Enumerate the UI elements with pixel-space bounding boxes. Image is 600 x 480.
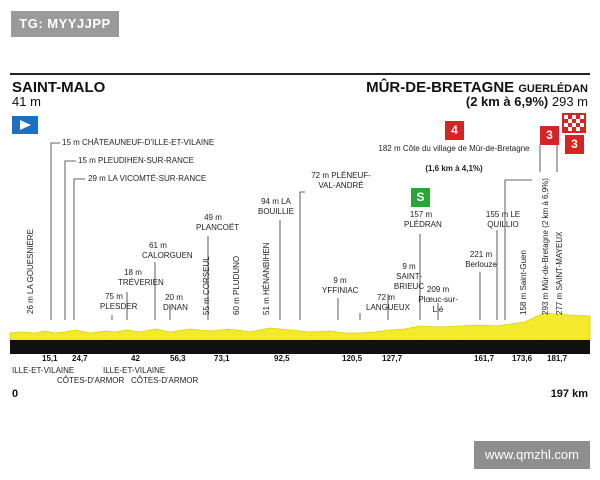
sprint-icon <box>411 188 430 207</box>
cat3-climb-icon <box>540 126 584 154</box>
waypoint-label: 29 m LA VICOMTÉ-SUR-RANCE <box>88 174 207 183</box>
cat3-badge-label-a: 3 <box>546 128 553 142</box>
km-marker: 73,1 <box>214 354 230 363</box>
waypoint-label: 15 m CHÂTEAUNEUF-D'ILLE-ET-VILAINE <box>62 138 215 147</box>
finish-climb-info: (2 km à 6,9%) 293 m <box>466 94 588 109</box>
km-marker: 36,8 <box>104 341 120 350</box>
km-marker: 161,7 <box>474 354 495 363</box>
waypoint-vertical-label: 277 m SAINT-MAYEUX <box>555 231 564 315</box>
waypoint-vertical-label: 55 m CORSEUL <box>202 256 211 315</box>
km-marker: 181,7 <box>547 354 568 363</box>
region-label: CÔTES-D'ARMOR <box>57 376 125 385</box>
climb-detail: (1,6 km à 4,1%) <box>425 164 483 173</box>
region-label: ILLE-ET-VILAINE <box>12 366 75 375</box>
waypoint-label: 72 m LANGUEUX <box>366 293 411 312</box>
waypoint-label: 155 m LE QUILLIO <box>485 210 521 229</box>
waypoint-label: 9 m YFFINIAC <box>322 276 359 295</box>
km-marker: 56,3 <box>170 354 186 363</box>
finish-flag-icon <box>562 113 586 133</box>
km-marker: 87,5 <box>257 341 273 350</box>
waypoint-vertical-label: 60 m PLUDUNO <box>232 255 241 315</box>
waypoint-label: 9 m SAINT-BRIEUC <box>393 262 425 291</box>
start-flag-icon <box>12 116 38 134</box>
waypoint-label: 18 m TRÉVERIEN <box>118 268 164 287</box>
distance-band <box>10 340 590 354</box>
km-marker: 125,4 <box>366 341 387 350</box>
km-marker: 67,3 <box>194 341 210 350</box>
climb-label: 182 m Côte du village de Mûr-de-Bretagne <box>378 144 530 153</box>
waypoint-label: 209 m Plœuc-sur-Lié <box>418 285 458 314</box>
leader-lines <box>50 142 558 320</box>
km-marker: 120,5 <box>342 354 363 363</box>
waypoint-label: 61 m CALORGUEN <box>142 241 193 260</box>
region-label: CÔTES-D'ARMOR <box>131 376 199 385</box>
start-altitude: 41 m <box>12 94 41 109</box>
distance-start: 0 <box>12 388 19 400</box>
watermark-top: TG: MYYJJPP <box>11 11 119 37</box>
km-marker: 92,5 <box>274 354 290 363</box>
watermark-bottom: www.qmzhl.com <box>474 441 590 469</box>
km-marker: 152 <box>451 341 465 350</box>
sprint-badge-label: S <box>416 190 425 204</box>
waypoint-label: 72 m PLÉNEUF-VAL-ANDRÉ <box>311 171 371 190</box>
waypoint-vertical-label: 26 m LA GOUESNIÈRE <box>26 229 35 314</box>
finish-altitude: 293 m <box>551 94 588 109</box>
waypoint-label: 157 m PLÉDRAN <box>404 210 442 229</box>
km-marker: 168,5 <box>494 341 515 350</box>
finish-name: MÛR-DE-BRETAGNE <box>366 79 515 96</box>
finish-climb: (2 km à 6,9%) <box>465 94 549 109</box>
start-town: SAINT-MALO <box>12 79 106 96</box>
km-marker: 42 <box>131 354 140 363</box>
waypoint-vertical-label: 51 m HÉNANBIHEN <box>262 242 271 315</box>
km-marker: 15,1 <box>42 354 58 363</box>
finish-subname: GUERLÉDAN <box>518 83 588 95</box>
km-marker: 127,7 <box>382 354 403 363</box>
km-marker: 173,6 <box>512 354 533 363</box>
km-marker: 24,7 <box>72 354 88 363</box>
distance-end: 197 km <box>550 388 588 400</box>
km-marker: 51,6 <box>148 341 164 350</box>
km-marker: 20,8 <box>60 341 76 350</box>
km-marker: 6,3 <box>19 341 31 350</box>
waypoint-vertical-label: 293 m Mûr-de-Bretagne (2 km à 6,9%) <box>541 178 550 315</box>
cat3-badge-label-b: 3 <box>571 137 578 151</box>
waypoint-vertical-label: 158 m Saint-Guen <box>519 250 528 315</box>
waypoint-label: 75 m PLESDER <box>100 292 138 311</box>
cat4-badge-label: 4 <box>451 123 458 137</box>
waypoint-label: 221 m Berlouze <box>465 250 497 269</box>
km-marker: 100,5 <box>306 341 327 350</box>
region-label: ILLE-ET-VILAINE <box>103 366 166 375</box>
cat4-climb-icon <box>445 121 464 140</box>
waypoint-label: 94 m LA BOUILLIE <box>257 197 294 216</box>
profile-fill <box>9 312 591 341</box>
waypoint-label: 20 m DINAN <box>163 293 188 312</box>
km-marker: 139,2 <box>409 341 430 350</box>
km-marker: 185,5 <box>558 341 579 350</box>
header-rule <box>10 73 590 75</box>
finish-town: MÛR-DE-BRETAGNE GUERLÉDAN <box>366 79 588 96</box>
km-marker: 77,8 <box>229 341 245 350</box>
waypoint-label: 15 m PLEUDIHEN-SUR-RANCE <box>78 156 195 165</box>
waypoint-label: 49 m PLANCOËT <box>196 213 240 232</box>
km-marker: 178,8 <box>531 341 552 350</box>
